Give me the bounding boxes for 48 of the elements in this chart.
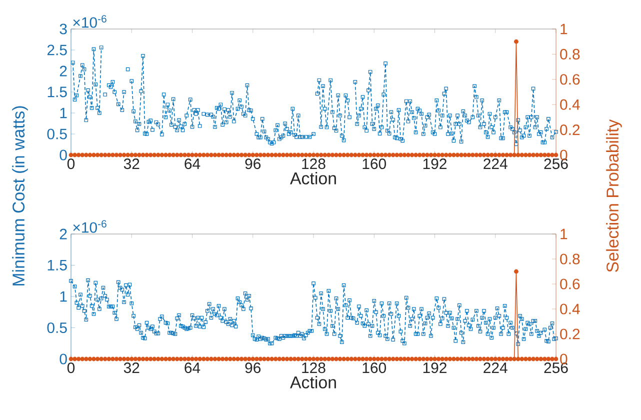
y-tick-label: 0.5 <box>47 128 67 140</box>
x-axis-title: Action <box>290 376 336 388</box>
y2-tick-label: 1 <box>560 24 568 34</box>
y-tick-label: 0 <box>60 354 67 364</box>
y-tick-label: 1 <box>60 108 67 118</box>
text: ×10$^{-6}$ <box>73 220 106 233</box>
y-tick-label: 1 <box>60 291 67 302</box>
y-tick-label: 1.5 <box>48 260 67 270</box>
x-tick-label: 160 <box>362 158 386 170</box>
y2-tick-label: 0.6 <box>560 74 580 85</box>
y2-tick-label: 0 <box>560 150 568 160</box>
y2-tick-label: 0.2 <box>560 328 580 340</box>
x-tick-label: 192 <box>423 362 446 374</box>
x-tick-label: 32 <box>124 158 140 170</box>
y2-tick-label: 1 <box>560 228 568 240</box>
x-tick-label: 64 <box>184 158 200 170</box>
y2-tick-label: 0.4 <box>560 304 580 314</box>
y-tick-label: 2 <box>60 228 67 240</box>
x-tick-label: 64 <box>184 362 200 374</box>
y2-tick-label: 0.2 <box>560 124 580 136</box>
y2-tick-label: 0.4 <box>560 99 580 110</box>
y2-tick-label: 0.8 <box>560 48 580 60</box>
y-tick-label: 2.5 <box>47 44 67 56</box>
y-tick-label: 2 <box>60 66 67 76</box>
text: ×10$^{-6}$ <box>73 15 106 28</box>
x-tick-label: 0 <box>67 158 75 170</box>
x-tick-label: 96 <box>245 158 261 170</box>
x-tick-label: 128 <box>302 362 326 374</box>
x-tick-label: 224 <box>484 158 508 169</box>
x-tick-label: 0 <box>67 362 75 374</box>
x-tick-label: 128 <box>302 158 326 170</box>
x-tick-label: 96 <box>245 362 261 374</box>
y2-tick-label: 0 <box>560 354 568 364</box>
y-tick-label: 1.5 <box>48 86 67 98</box>
y2-tick-label: 0.6 <box>560 278 580 290</box>
x-tick-label: 160 <box>362 362 386 374</box>
x-tick-label: 192 <box>423 158 446 170</box>
y-tick-label: 0.5 <box>47 322 67 334</box>
x-tick-label: 32 <box>124 362 140 374</box>
x-axis-title: Action <box>290 172 336 184</box>
y-tick-label: 3 <box>60 24 67 34</box>
y-axis-title: Minimum Cost (in watts) <box>12 106 28 286</box>
x-tick-label: 256 <box>544 362 568 374</box>
x-tick-label: 224 <box>484 362 508 373</box>
y-tick-label: 0 <box>60 150 67 160</box>
x-tick-label: 256 <box>544 158 568 170</box>
y2-axis-title: Selection Probability <box>606 119 622 272</box>
y2-tick-label: 0.8 <box>560 254 580 264</box>
